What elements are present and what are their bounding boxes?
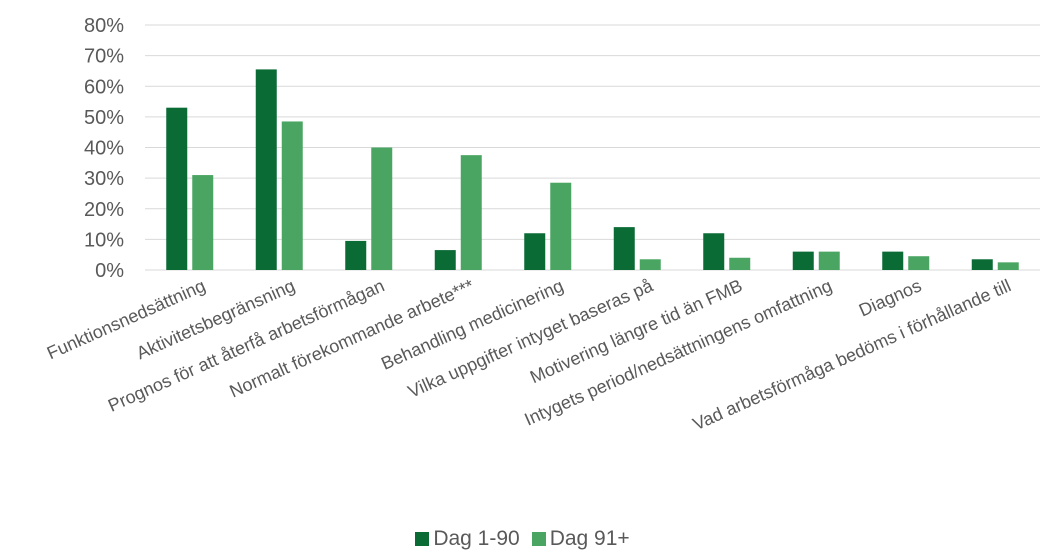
bar-series-1: [345, 240, 367, 270]
bars: [166, 69, 1019, 270]
legend: Dag 1-90 Dag 91+: [0, 527, 1045, 551]
legend-swatch-series-1: [415, 532, 430, 546]
y-tick-label: 0%: [95, 260, 124, 282]
bar-series-2: [908, 256, 930, 270]
y-tick-label: 20%: [84, 199, 124, 221]
bar-series-2: [460, 155, 482, 270]
bar-series-1: [434, 250, 456, 270]
legend-swatch-series-2: [531, 532, 546, 546]
x-tick-label: Diagnos: [856, 275, 924, 320]
x-axis-labels: FunktionsnedsättningAktivitetsbegränsnin…: [44, 275, 1014, 434]
legend-item-series-2: Dag 91+: [531, 527, 630, 551]
y-axis-ticks: 0% 10% 20% 30% 40% 50% 60% 70% 80%: [84, 15, 124, 282]
legend-label-series-2: Dag 91+: [549, 527, 630, 550]
bar-series-1: [613, 227, 635, 270]
y-tick-label: 30%: [84, 168, 124, 190]
bar-series-2: [997, 262, 1019, 270]
gridlines: [145, 24, 1040, 271]
bar-series-2: [192, 175, 214, 270]
bar-series-2: [639, 259, 661, 270]
bar-series-1: [703, 233, 725, 270]
bar-series-1: [882, 251, 904, 270]
bar-series-1: [971, 259, 993, 270]
y-tick-label: 80%: [84, 15, 124, 37]
bar-series-1: [166, 107, 188, 270]
x-tick-label: Vad arbetsförmåga bedöms i förhållande t…: [690, 275, 1014, 434]
bar-series-2: [550, 182, 572, 270]
y-tick-label: 50%: [84, 107, 124, 129]
legend-item-series-1: Dag 1-90: [415, 527, 520, 551]
bar-series-2: [729, 257, 751, 270]
bar-series-2: [371, 147, 393, 270]
y-tick-label: 70%: [84, 46, 124, 68]
x-tick-label: Funktionsnedsättning: [44, 275, 208, 363]
bar-series-1: [792, 251, 814, 270]
y-tick-label: 60%: [84, 76, 124, 98]
y-tick-label: 10%: [84, 229, 124, 251]
bar-series-1: [524, 233, 546, 270]
y-tick-label: 40%: [84, 138, 124, 160]
bar-series-2: [281, 121, 303, 270]
bar-series-1: [255, 69, 277, 270]
legend-label-series-1: Dag 1-90: [433, 527, 520, 550]
bar-series-2: [818, 251, 840, 270]
